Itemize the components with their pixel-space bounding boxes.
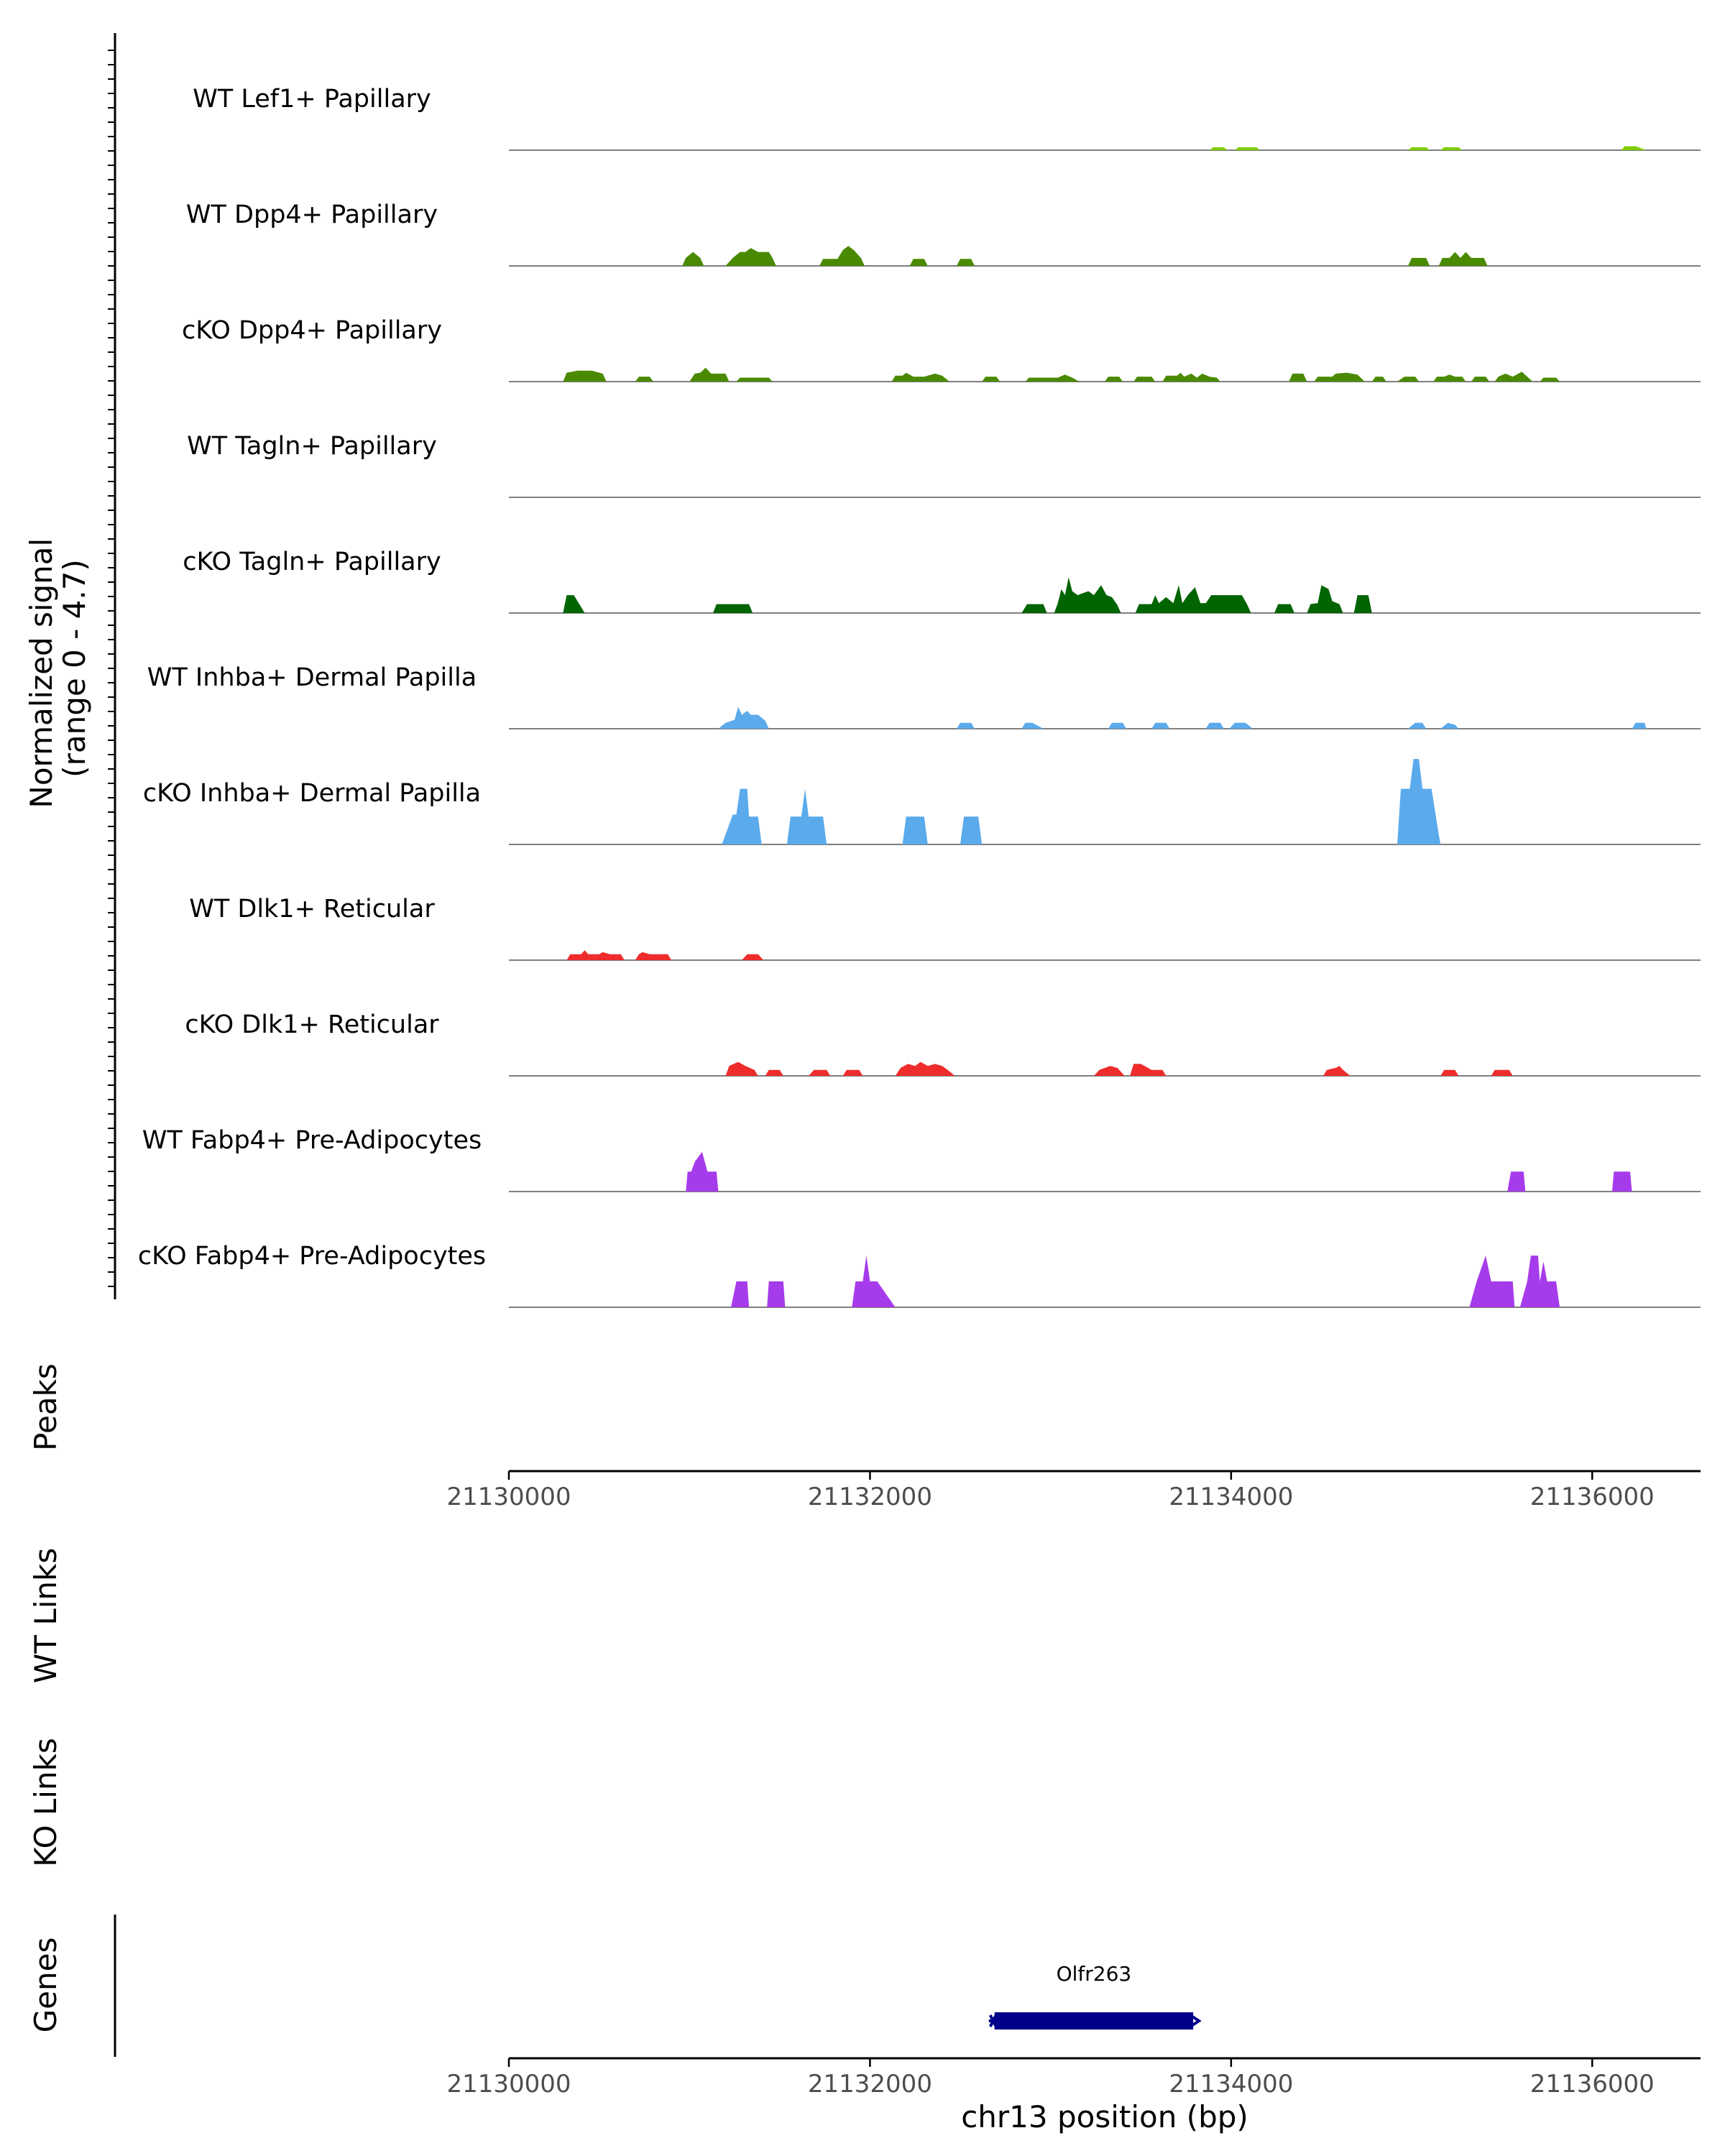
gene-body [994,2012,1194,2030]
track: cKO Dlk1+ Reticular [185,1010,1701,1077]
x-axis-tick-label: 21132000 [808,1483,932,1511]
signal-y-axis-label: Normalized signal (range 0 - 4.7) [24,528,92,808]
gene-annotations: Olfr263 [988,1962,1202,2030]
signal-y-axis-label-line-2: (range 0 - 4.7) [57,559,92,778]
coverage-area [563,367,1560,382]
ko-links-panel-label: KO Links [28,1738,63,1867]
coverage-area [725,1061,1513,1076]
coverage-area [731,1256,1560,1307]
x-axis-tick-label: 21136000 [1530,2070,1655,2099]
wt-links-panel-label: WT Links [28,1548,63,1683]
gene-label: Olfr263 [1057,1962,1132,1986]
genes-panel-label: Genes [28,1938,63,2033]
track-label: cKO Dlk1+ Reticular [185,1010,439,1039]
track: WT Fabp4+ Pre-Adipocytes [142,1126,1701,1192]
track-label: WT Inhba+ Dermal Papilla [147,663,477,692]
track-label: WT Dpp4+ Papillary [186,201,438,229]
track-label: cKO Tagln+ Papillary [183,548,441,576]
x-axis-tick-label: 21134000 [1169,2070,1293,2099]
genes-x-axis: 21130000 21132000 21134000 21136000 [446,2057,1701,2099]
gene-end-cap [1189,2014,1202,2028]
peaks-x-axis: 21130000 21132000 21134000 21136000 [446,1470,1701,1511]
track: WT Inhba+ Dermal Papilla [147,663,1701,729]
track: cKO Tagln+ Papillary [183,548,1701,614]
x-axis-tick-label: 21134000 [1169,1483,1293,1511]
x-axis-tick-label: 21130000 [446,2070,571,2099]
gene: Olfr263 [988,1962,1202,2030]
coverage-area [722,759,1441,844]
x-axis-tick-label: 21130000 [446,1483,571,1511]
track: WT Tagln+ Papillary [187,432,1701,498]
x-axis-tick-label: 21132000 [808,2070,932,2099]
track: WT Lef1+ Papillary [193,85,1701,151]
coverage-area [563,577,1372,613]
coverage-tracks: WT Lef1+ Papillary WT Dpp4+ Papillary cKO … [138,85,1701,1308]
coverage-area [1209,146,1647,150]
track: WT Dpp4+ Papillary [186,201,1701,267]
signal-y-axis-ticks [108,50,115,1287]
track-label: WT Dlk1+ Reticular [189,895,435,923]
track: cKO Dpp4+ Papillary [182,316,1701,382]
x-axis-label: chr13 position (bp) [961,2099,1248,2134]
track-label: cKO Inhba+ Dermal Papilla [143,779,481,808]
track: cKO Fabp4+ Pre-Adipocytes [138,1242,1701,1308]
track: cKO Inhba+ Dermal Papilla [143,759,1701,845]
track: WT Dlk1+ Reticular [189,895,1701,961]
x-axis-tick-label: 21136000 [1530,1483,1655,1511]
track-label: WT Fabp4+ Pre-Adipocytes [142,1126,482,1155]
track-label: WT Lef1+ Papillary [193,85,431,114]
peaks-panel-label: Peaks [28,1363,63,1451]
track-label: cKO Fabp4+ Pre-Adipocytes [138,1242,486,1271]
coverage-area [566,950,764,960]
coverage-area [682,246,1488,266]
signal-y-axis-label-line-1: Normalized signal [24,538,59,808]
track-label: WT Tagln+ Papillary [187,432,437,461]
track-label: cKO Dpp4+ Papillary [182,316,442,345]
gene-start-cap [988,2014,998,2027]
